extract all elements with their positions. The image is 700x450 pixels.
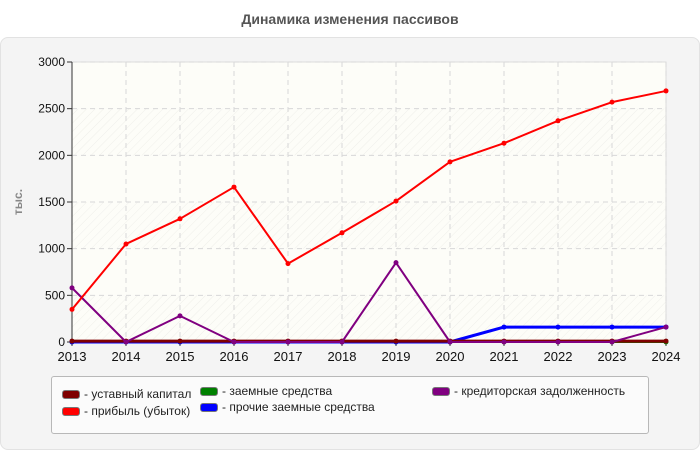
legend-swatch (432, 386, 450, 396)
x-tick-label: 2015 (166, 349, 195, 364)
data-point-marker (69, 338, 75, 344)
data-point-marker (177, 338, 183, 344)
data-point-marker (393, 198, 399, 204)
y-tick-label: 1500 (38, 195, 65, 209)
data-point-marker (231, 339, 237, 345)
x-tick-label: 2023 (598, 349, 627, 364)
data-point-marker (609, 324, 615, 330)
chart-title: Динамика изменения пассивов (241, 11, 459, 27)
data-point-marker (393, 338, 399, 344)
data-point-marker (609, 99, 615, 105)
data-point-marker (69, 285, 75, 291)
y-tick-label: 2500 (38, 102, 65, 116)
x-tick-label: 2014 (112, 349, 141, 364)
data-point-marker (663, 338, 669, 344)
x-tick-label: 2018 (328, 349, 357, 364)
legend-label: - прибыль (убыток) (84, 404, 191, 418)
legend-item-zaemnye-sredstva: - заемные средства (200, 384, 332, 398)
legend-swatch (200, 402, 218, 412)
legend-swatch (62, 389, 80, 399)
x-tick-label: 2024 (652, 349, 681, 364)
data-point-marker (69, 306, 75, 312)
x-tick-label: 2022 (544, 349, 573, 364)
data-point-marker (447, 339, 453, 345)
data-point-marker (285, 339, 291, 345)
data-point-marker (393, 260, 399, 266)
data-point-marker (285, 261, 291, 267)
x-tick-label: 2021 (490, 349, 519, 364)
legend-label: - прочие заемные средства (222, 400, 375, 414)
data-point-marker (339, 230, 345, 236)
data-point-marker (231, 184, 237, 190)
data-point-marker (555, 324, 561, 330)
data-point-marker (501, 324, 507, 330)
y-tick-label: 1000 (38, 242, 65, 256)
data-point-marker (501, 339, 507, 345)
legend-label: - заемные средства (222, 384, 333, 398)
x-tick-label: 2016 (220, 349, 249, 364)
legend-item-pribyl: - прибыль (убыток) (62, 404, 190, 418)
data-point-marker (555, 118, 561, 124)
data-point-marker (447, 159, 453, 165)
x-tick-label: 2017 (274, 349, 303, 364)
x-tick-label: 2020 (436, 349, 465, 364)
x-tick-label: 2019 (382, 349, 411, 364)
y-axis-label: тыс. (11, 189, 25, 215)
data-point-marker (663, 324, 669, 330)
y-tick-label: 0 (58, 335, 65, 349)
chart-legend: - уставный капитал - прибыль (убыток) - … (51, 376, 649, 434)
legend-item-ustavny-kapital: - уставный капитал (62, 387, 191, 401)
y-tick-label: 500 (45, 288, 65, 302)
legend-item-kreditorskaya-zadolzhennost: - кредиторская задолженность (432, 384, 625, 398)
data-point-marker (555, 339, 561, 345)
data-point-marker (609, 339, 615, 345)
data-point-marker (123, 339, 129, 345)
data-point-marker (339, 339, 345, 345)
legend-swatch (62, 406, 80, 416)
data-point-marker (123, 241, 129, 247)
y-tick-label: 3000 (38, 55, 65, 69)
legend-swatch (200, 386, 218, 396)
series-line (71, 261, 667, 343)
y-tick-label: 2000 (38, 148, 65, 162)
legend-label: - кредиторская задолженность (454, 384, 626, 398)
data-point-marker (501, 140, 507, 146)
data-point-marker (177, 216, 183, 222)
x-tick-label: 2013 (58, 349, 87, 364)
legend-label: - уставный капитал (84, 387, 192, 401)
legend-item-prochie-zaemnye-sredstva: - прочие заемные средства (200, 400, 375, 414)
data-point-marker (177, 313, 183, 319)
data-point-marker (663, 88, 669, 94)
series-line (71, 89, 667, 310)
